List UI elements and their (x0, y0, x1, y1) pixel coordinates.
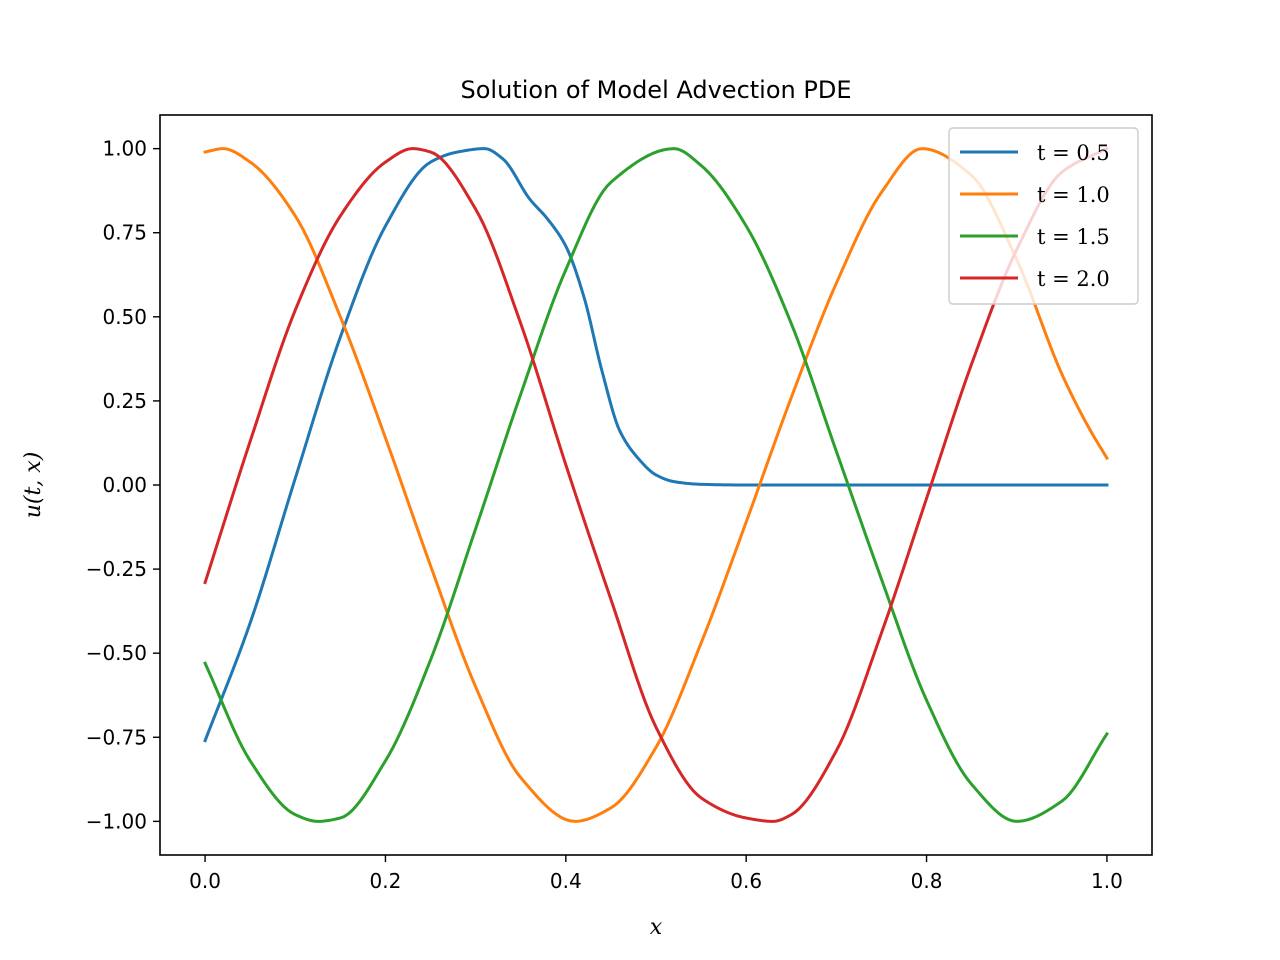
legend-label-1: t = 0.5 (1037, 141, 1110, 165)
legend-label-4: t = 2.0 (1037, 267, 1110, 291)
x-tick-label: 0.4 (550, 869, 582, 893)
x-axis: 0.0 0.2 0.4 0.6 0.8 1.0 (189, 855, 1123, 893)
x-tick-label: 0.8 (911, 869, 943, 893)
series-line-1 (203, 147, 1109, 743)
y-axis-label: u(t, x) (21, 452, 46, 519)
x-tick-label: 0.0 (189, 869, 221, 893)
x-tick-label: 0.6 (730, 869, 762, 893)
y-tick-label: −1.00 (86, 809, 147, 833)
y-tick-label: −0.50 (86, 641, 147, 665)
y-tick-label: −0.75 (86, 725, 147, 749)
y-tick-label: 0.75 (102, 221, 147, 245)
legend: t = 0.5 t = 1.0 t = 1.5 t = 2.0 (948, 127, 1139, 305)
series-line-3 (203, 147, 1109, 823)
y-tick-label: −0.25 (86, 557, 147, 581)
legend-label-3: t = 1.5 (1037, 225, 1110, 249)
legend-box (948, 127, 1139, 305)
series-layer (203, 146, 1109, 823)
y-tick-label: 0.25 (102, 389, 147, 413)
y-tick-label: 0.50 (102, 305, 147, 329)
y-tick-label: 1.00 (102, 137, 147, 161)
x-tick-label: 0.2 (370, 869, 402, 893)
x-tick-label: 1.0 (1091, 869, 1123, 893)
x-axis-label: x (650, 915, 663, 940)
y-axis: −1.00 −0.75 −0.50 −0.25 0.00 0.25 0.50 0.75 1.00 (86, 137, 160, 833)
y-tick-label: 0.00 (102, 473, 147, 497)
series-line-4 (203, 146, 1109, 823)
legend-label-2: t = 1.0 (1037, 183, 1110, 207)
chart-title: Solution of Model Advection PDE (461, 76, 852, 104)
